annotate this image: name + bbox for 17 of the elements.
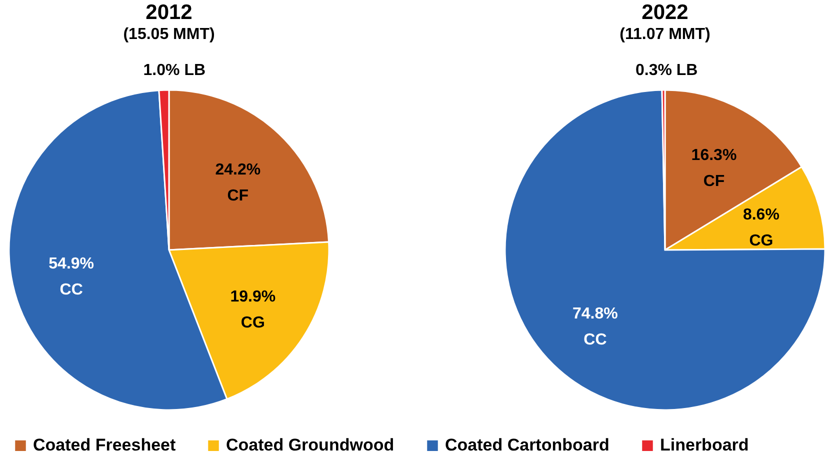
chart-title: 2022 <box>642 1 688 24</box>
data-label: 19.9% CG <box>230 288 276 332</box>
pie-slice <box>504 89 826 411</box>
data-label: 0.3% LB <box>635 62 698 80</box>
data-label: 8.6% CG <box>742 206 780 250</box>
data-label: 74.8% CC <box>572 306 618 349</box>
data-label: 16.3% CF <box>691 146 737 190</box>
chart-subtitle: (11.07 MMT) <box>620 26 710 44</box>
legend-label: Linerboard <box>660 436 749 455</box>
chart-title: 2012 <box>146 1 192 24</box>
legend-label: Coated Cartonboard <box>445 436 610 455</box>
legend-label: Coated Groundwood <box>226 436 394 455</box>
data-label: 54.9% CC <box>48 256 94 299</box>
chart-subtitle: (15.05 MMT) <box>123 26 215 44</box>
data-label: 1.0% LB <box>143 62 206 80</box>
data-label: 24.2% CF <box>215 162 261 205</box>
legend-label: Coated Freesheet <box>33 436 176 455</box>
